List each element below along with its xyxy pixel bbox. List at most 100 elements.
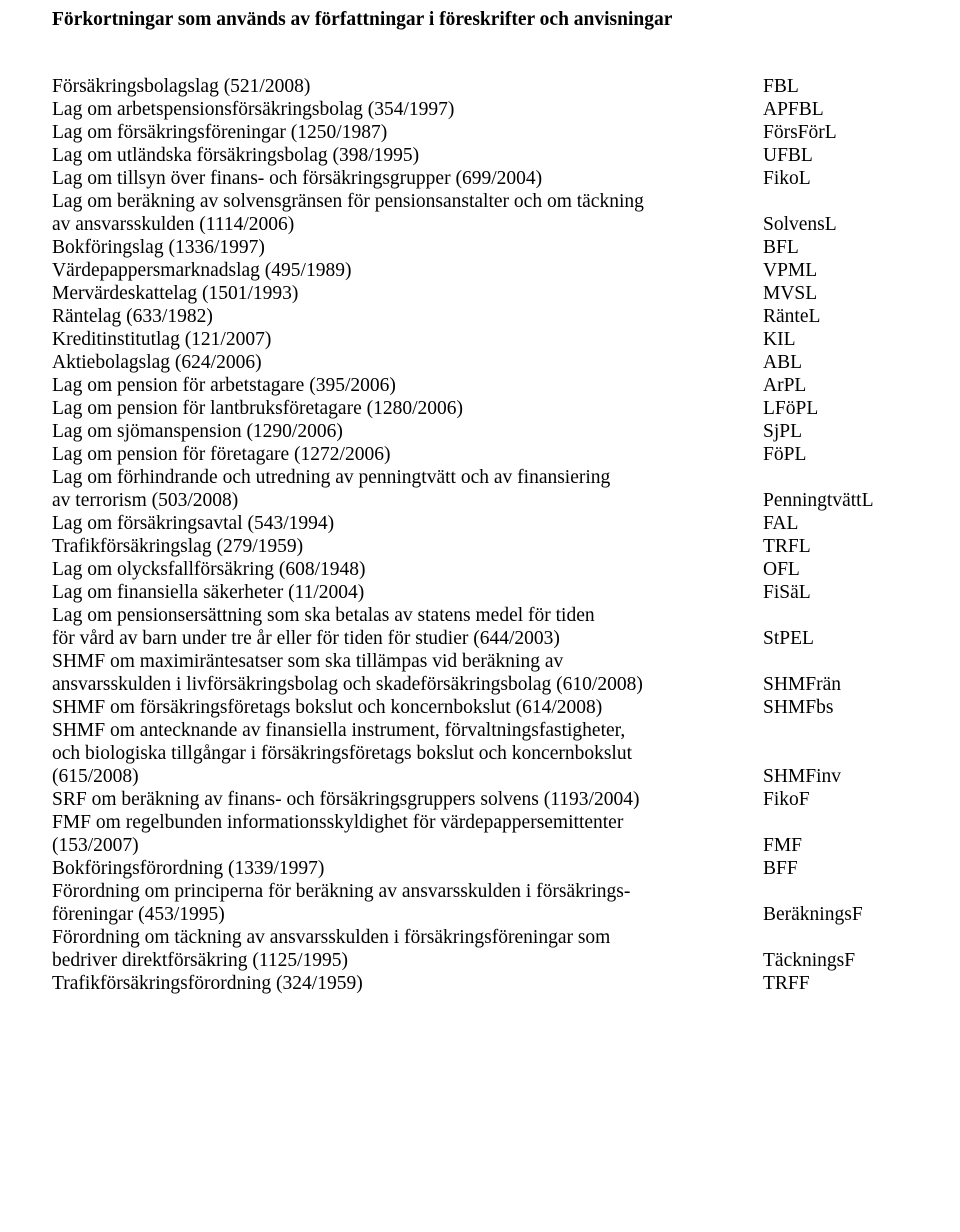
row-abbr: TRFF [763,972,908,995]
row-abbr: FörsFörL [763,121,908,144]
row-abbr: KIL [763,328,908,351]
table-row: Förordning om täckning av ansvarsskulden… [52,926,908,949]
table-row: SHMF om maximiräntesatser som ska tilläm… [52,650,908,673]
row-label: Räntelag (633/1982) [52,305,763,328]
row-abbr: FAL [763,512,908,535]
row-abbr: SHMFinv [763,765,908,788]
table-row: Lag om tillsyn över finans- och försäkri… [52,167,908,190]
row-label: Lag om pension för arbetstagare (395/200… [52,374,763,397]
row-label: för vård av barn under tre år eller för … [52,627,763,650]
row-label: (615/2008) [52,765,763,788]
table-row: Lag om försäkringsföreningar (1250/1987)… [52,121,908,144]
table-row: av terrorism (503/2008)PenningtvättL [52,489,908,512]
row-label: bedriver direktförsäkring (1125/1995) [52,949,763,972]
row-label: Trafikförsäkringslag (279/1959) [52,535,763,558]
row-abbr: APFBL [763,98,908,121]
table-row: föreningar (453/1995)BeräkningsF [52,903,908,926]
row-abbr: PenningtvättL [763,489,908,512]
table-row: FMF om regelbunden informationsskyldighe… [52,811,908,834]
row-abbr: BeräkningsF [763,903,908,926]
row-label: Lag om sjömanspension (1290/2006) [52,420,763,443]
row-label: Trafikförsäkringsförordning (324/1959) [52,972,763,995]
table-row: Lag om olycksfallförsäkring (608/1948)OF… [52,558,908,581]
table-row: Lag om sjömanspension (1290/2006)SjPL [52,420,908,443]
row-abbr: SHMFrän [763,673,908,696]
row-abbr: SolvensL [763,213,908,236]
row-label: Lag om försäkringsföreningar (1250/1987) [52,121,763,144]
table-row: Mervärdeskattelag (1501/1993)MVSL [52,282,908,305]
row-label: Bokföringslag (1336/1997) [52,236,763,259]
table-row: (615/2008)SHMFinv [52,765,908,788]
row-label: och biologiska tillgångar i försäkringsf… [52,742,908,765]
table-row: Lag om pension för arbetstagare (395/200… [52,374,908,397]
row-label: Lag om pensionsersättning som ska betala… [52,604,908,627]
table-row: Trafikförsäkringslag (279/1959)TRFL [52,535,908,558]
row-abbr: FBL [763,75,908,98]
row-abbr: BFL [763,236,908,259]
row-abbr: SHMFbs [763,696,908,719]
row-label: Kreditinstitutlag (121/2007) [52,328,763,351]
row-abbr: TRFL [763,535,908,558]
table-row: Lag om pensionsersättning som ska betala… [52,604,908,627]
row-label: Mervärdeskattelag (1501/1993) [52,282,763,305]
table-row: Trafikförsäkringsförordning (324/1959)TR… [52,972,908,995]
row-label: Lag om förhindrande och utredning av pen… [52,466,908,489]
table-row: SHMF om försäkringsföretags bokslut och … [52,696,908,719]
table-row: (153/2007)FMF [52,834,908,857]
table-row: Kreditinstitutlag (121/2007)KIL [52,328,908,351]
row-label: Försäkringsbolagslag (521/2008) [52,75,763,98]
table-row: Lag om pension för företagare (1272/2006… [52,443,908,466]
row-label: Lag om tillsyn över finans- och försäkri… [52,167,763,190]
row-abbr: LFöPL [763,397,908,420]
table-row: Försäkringsbolagslag (521/2008)FBL [52,75,908,98]
table-row: Lag om beräkning av solvensgränsen för p… [52,190,908,213]
row-abbr: TäckningsF [763,949,908,972]
row-abbr: FikoF [763,788,908,811]
row-abbr: MVSL [763,282,908,305]
row-label: Lag om pension för företagare (1272/2006… [52,443,763,466]
row-abbr: SjPL [763,420,908,443]
table-row: Förordning om principerna för beräkning … [52,880,908,903]
table-row: Lag om förhindrande och utredning av pen… [52,466,908,489]
table-row: Lag om utländska försäkringsbolag (398/1… [52,144,908,167]
row-label: av ansvarsskulden (1114/2006) [52,213,763,236]
row-label: föreningar (453/1995) [52,903,763,926]
row-label: Lag om pension för lantbruksföretagare (… [52,397,763,420]
row-abbr: BFF [763,857,908,880]
row-abbr: OFL [763,558,908,581]
table-row: och biologiska tillgångar i försäkringsf… [52,742,908,765]
row-label: Lag om försäkringsavtal (543/1994) [52,512,763,535]
row-label: Aktiebolagslag (624/2006) [52,351,763,374]
table-row: Räntelag (633/1982)RänteL [52,305,908,328]
table-row: Lag om finansiella säkerheter (11/2004)F… [52,581,908,604]
table-row: för vård av barn under tre år eller för … [52,627,908,650]
row-label: SHMF om antecknande av finansiella instr… [52,719,908,742]
table-row: Lag om försäkringsavtal (543/1994)FAL [52,512,908,535]
row-label: SRF om beräkning av finans- och försäkri… [52,788,763,811]
row-abbr: ArPL [763,374,908,397]
row-label: Värdepappersmarknadslag (495/1989) [52,259,763,282]
row-label: SHMF om försäkringsföretags bokslut och … [52,696,763,719]
table-row: Värdepappersmarknadslag (495/1989)VPML [52,259,908,282]
row-abbr: VPML [763,259,908,282]
row-label: (153/2007) [52,834,763,857]
row-abbr: ABL [763,351,908,374]
table-row: Aktiebolagslag (624/2006)ABL [52,351,908,374]
page-title: Förkortningar som används av författning… [52,8,908,31]
abbreviation-list: Försäkringsbolagslag (521/2008)FBLLag om… [52,75,908,995]
table-row: Bokföringslag (1336/1997)BFL [52,236,908,259]
table-row: SRF om beräkning av finans- och försäkri… [52,788,908,811]
table-row: SHMF om antecknande av finansiella instr… [52,719,908,742]
row-abbr: FiSäL [763,581,908,604]
table-row: ansvarsskulden i livförsäkringsbolag och… [52,673,908,696]
table-row: Lag om pension för lantbruksföretagare (… [52,397,908,420]
row-label: Lag om arbetspensionsförsäkringsbolag (3… [52,98,763,121]
row-abbr: UFBL [763,144,908,167]
row-abbr: FikoL [763,167,908,190]
table-row: Bokföringsförordning (1339/1997)BFF [52,857,908,880]
row-label: Förordning om täckning av ansvarsskulden… [52,926,908,949]
row-abbr: StPEL [763,627,908,650]
row-label: Lag om beräkning av solvensgränsen för p… [52,190,908,213]
row-abbr: FMF [763,834,908,857]
row-label: Lag om utländska försäkringsbolag (398/1… [52,144,763,167]
